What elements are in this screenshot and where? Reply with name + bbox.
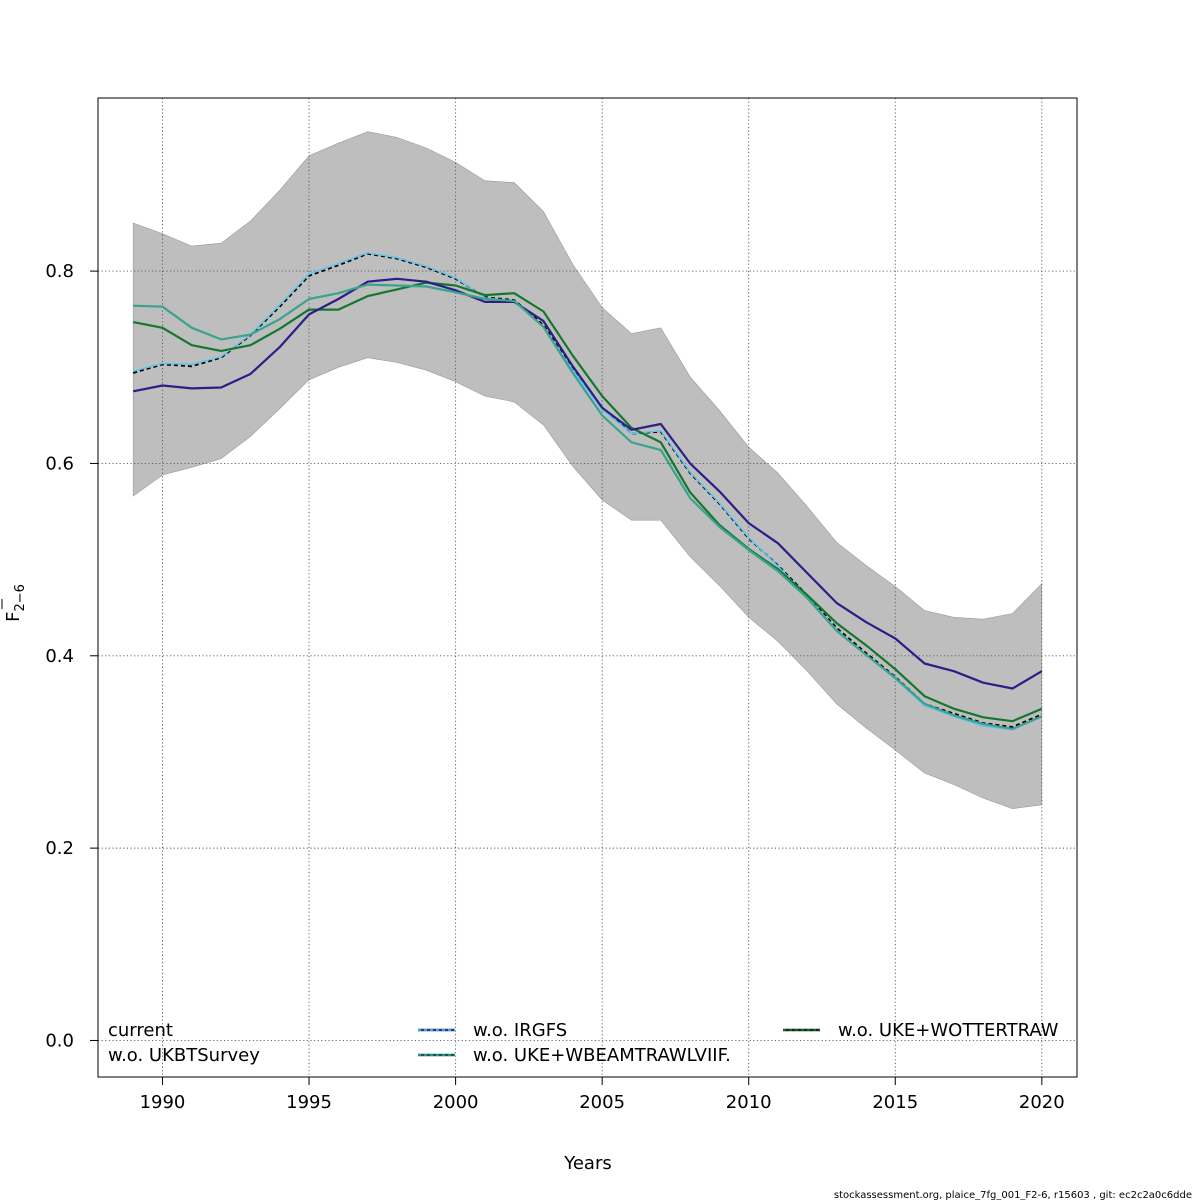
series-layer (132, 252, 1043, 731)
legend-entry-label: w.o. UKE+WOTTERTRAW (838, 1020, 1059, 1041)
x-tick-label: 2005 (579, 1092, 625, 1113)
x-axis-title: Years (563, 1153, 612, 1174)
series-line-w-o-ukbtsurvey (132, 277, 1043, 690)
y-axis-title-subscript: 2−6 (13, 584, 28, 611)
footer-source: stockassessment.org, plaice_7fg_001_F2-6… (834, 1190, 1192, 1200)
legend: current w.o. UKBTSurvey w.o. IRGFS w.o. UKE… (108, 1020, 1059, 1066)
x-tick-label: 1995 (286, 1092, 332, 1113)
x-tick-label: 2020 (1019, 1092, 1065, 1113)
y-tick-label: 0.0 (45, 1030, 74, 1051)
confidence-band-layer (132, 131, 1043, 810)
x-tick-label: 1990 (140, 1092, 186, 1113)
x-tick-label: 2010 (726, 1092, 772, 1113)
y-axis-title: F2−6 (1, 584, 28, 622)
legend-entry-label: w.o. UKBTSurvey (108, 1045, 260, 1066)
legend-entry-label: current (108, 1020, 173, 1041)
y-tick-label: 0.4 (45, 646, 74, 667)
svg-text:F2−6: F2−6 (3, 584, 28, 622)
y-tick-label: 0.6 (45, 453, 74, 474)
y-axis: 0.0 0.2 0.4 0.6 0.8 (45, 261, 98, 1051)
series-line-w-o-uke-wbeamtrawlviif (133, 283, 1043, 731)
y-axis-title-main: F (3, 612, 24, 622)
x-axis: 1990 1995 2000 2005 2010 2015 2020 (140, 1077, 1065, 1113)
plot-frame (97, 97, 1078, 1078)
series-line-current (132, 252, 1043, 728)
grid-layer (98, 98, 1077, 1077)
x-tick-label: 2000 (433, 1092, 479, 1113)
series-line-w-o-uke-wottertrawl (132, 281, 1043, 723)
y-tick-label: 0.2 (45, 838, 74, 859)
confidence-band (132, 131, 1043, 810)
legend-entry-label: w.o. UKE+WBEAMTRAWLVIIF. (473, 1045, 731, 1066)
x-tick-label: 2015 (872, 1092, 918, 1113)
legend-entry-label: w.o. IRGFS (473, 1020, 567, 1041)
y-tick-label: 0.8 (45, 261, 74, 282)
